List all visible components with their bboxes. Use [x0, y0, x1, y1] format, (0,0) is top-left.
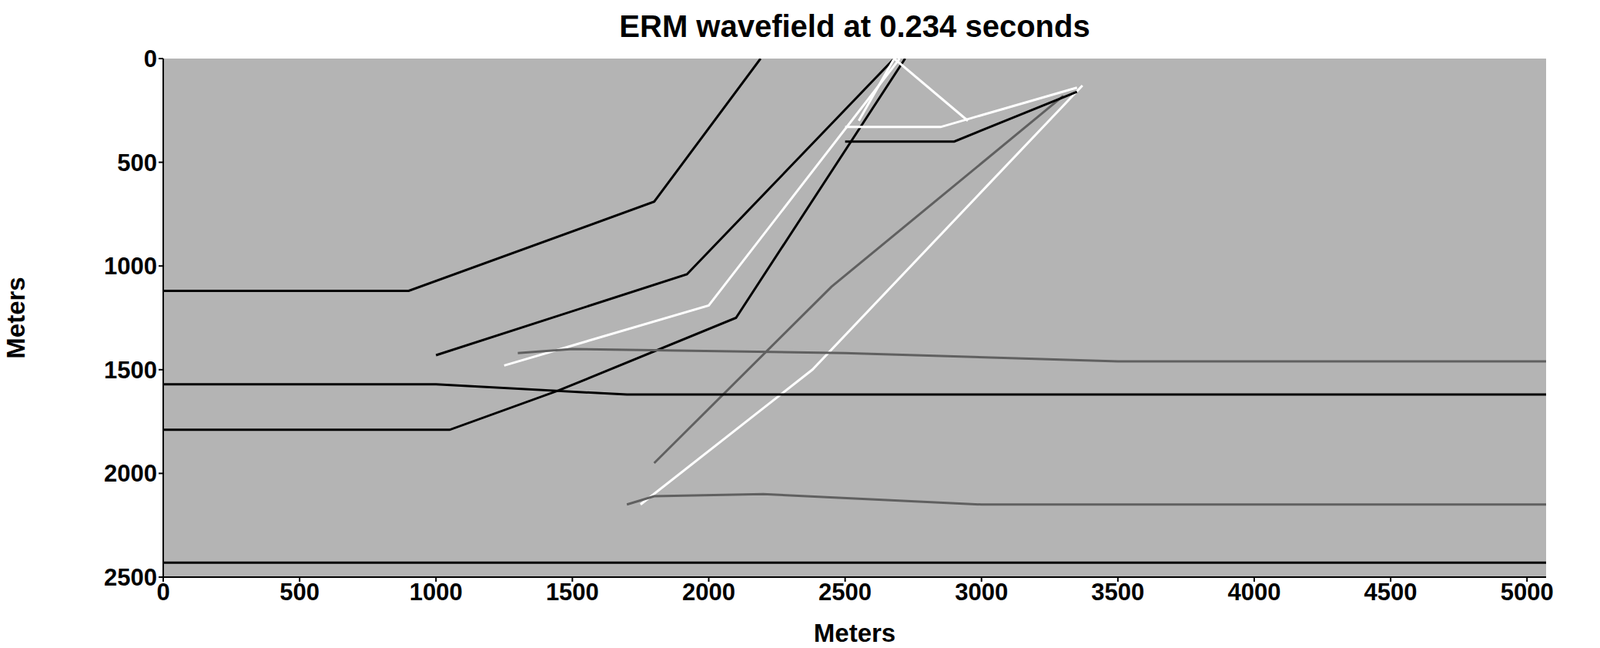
svg-text:5000: 5000	[1500, 578, 1554, 606]
html-text:ERM wavefield at 0.234 seconds: ERM wavefield at 0.234 seconds	[619, 9, 1091, 44]
svg-text:1000: 1000	[103, 252, 158, 280]
svg-text:3500: 3500	[1091, 578, 1145, 606]
svg-text:2000: 2000	[103, 459, 158, 487]
svg-text:500: 500	[279, 578, 320, 606]
svg-text:1500: 1500	[103, 356, 158, 384]
svg-text:2500: 2500	[103, 563, 158, 591]
svg-text:1000: 1000	[409, 578, 463, 606]
svg-text:0: 0	[143, 45, 158, 73]
svg-text:Meters: Meters	[1, 276, 31, 359]
svg-text:4500: 4500	[1364, 578, 1418, 606]
svg-text:1500: 1500	[545, 578, 600, 606]
svg-text:500: 500	[117, 149, 158, 177]
svg-text:2500: 2500	[818, 578, 872, 606]
svg-text:0: 0	[156, 578, 170, 606]
svg-text:Meters: Meters	[813, 618, 896, 647]
svg-text:2000: 2000	[682, 578, 736, 606]
svg-text:4000: 4000	[1227, 578, 1281, 606]
svg-text:3000: 3000	[954, 578, 1008, 606]
